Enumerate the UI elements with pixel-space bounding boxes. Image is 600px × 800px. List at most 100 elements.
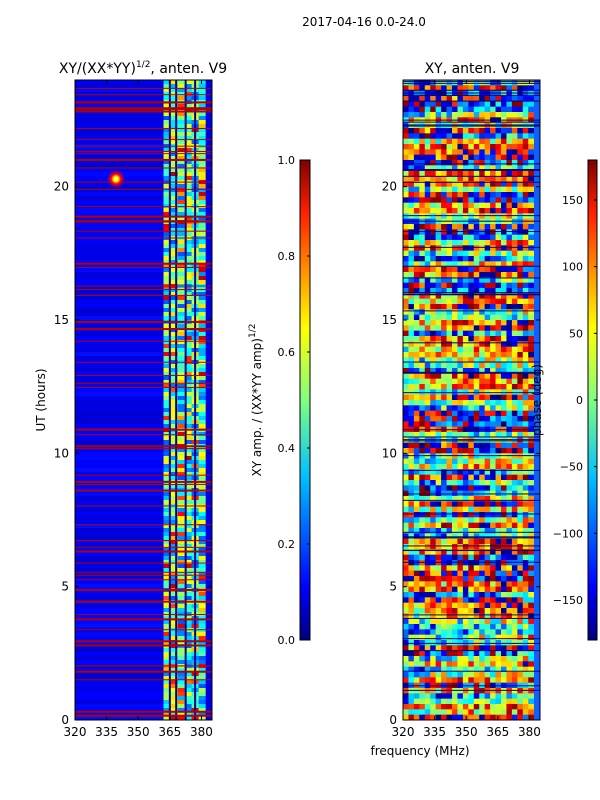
- left-cell: [198, 592, 206, 597]
- left-cell: [198, 244, 206, 249]
- right-cell: [403, 197, 409, 203]
- right-cell: [441, 256, 447, 262]
- right-cell: [441, 549, 447, 555]
- left-cell: [177, 436, 185, 441]
- left-cell: [198, 556, 206, 561]
- right-cell: [446, 485, 453, 491]
- right-cell: [511, 213, 518, 219]
- left-cell: [170, 156, 178, 161]
- left-cell: [163, 124, 171, 129]
- right-cell: [403, 640, 409, 646]
- left-cell: [170, 384, 178, 389]
- left-cell: [205, 272, 212, 277]
- right-cell: [419, 533, 426, 539]
- right-cell: [462, 122, 469, 129]
- left-cell: [163, 340, 171, 345]
- right-cell: [506, 293, 513, 299]
- left-cell: [205, 152, 212, 157]
- right-cell: [403, 410, 409, 417]
- right-cell: [511, 277, 518, 283]
- right-cell: [528, 229, 534, 235]
- right-cell: [446, 666, 453, 673]
- right-cell: [462, 549, 469, 555]
- right-cell: [468, 96, 475, 102]
- left-cell: [163, 636, 171, 641]
- right-cell: [462, 453, 469, 459]
- right-flag-line: [403, 124, 540, 126]
- left-cell: [163, 336, 171, 341]
- left-cell: [163, 460, 171, 465]
- right-cell: [511, 400, 518, 406]
- right-cell: [501, 624, 507, 630]
- right-cell: [424, 112, 431, 118]
- left-cell: [163, 240, 171, 245]
- right-cell: [473, 122, 480, 129]
- right-cell: [522, 80, 529, 86]
- left-cell: [177, 636, 185, 641]
- right-cell: [473, 85, 480, 91]
- right-cell: [495, 138, 502, 145]
- right-cell: [495, 672, 502, 678]
- left-cell: [170, 216, 178, 221]
- left-cell: [163, 512, 171, 517]
- right-cell: [501, 442, 507, 449]
- right-cell: [522, 176, 529, 182]
- right-cell: [435, 709, 442, 715]
- right-cell: [413, 154, 420, 161]
- right-cell: [430, 309, 436, 315]
- right-cell: [468, 288, 475, 294]
- left-cell: [205, 288, 212, 293]
- right-cell: [462, 165, 469, 171]
- right-flag-line: [403, 499, 540, 501]
- right-cell: [473, 362, 480, 369]
- right-cell: [473, 624, 480, 630]
- left-flag-line: [75, 562, 212, 564]
- right-cell: [424, 378, 431, 385]
- right-cell: [403, 416, 409, 422]
- right-cell: [403, 597, 409, 603]
- right-cell: [457, 165, 464, 171]
- left-cell: [170, 508, 178, 513]
- right-cell: [430, 474, 436, 481]
- right-cell: [506, 661, 513, 667]
- left-cell: [205, 704, 212, 709]
- right-cell: [506, 512, 513, 518]
- right-flag-line: [403, 455, 540, 457]
- right-cell: [517, 597, 524, 603]
- left-cell: [198, 212, 206, 217]
- right-cell: [522, 133, 529, 139]
- right-cell: [403, 666, 409, 673]
- right-cell: [528, 709, 534, 715]
- right-cell: [528, 192, 534, 198]
- right-cell: [479, 368, 485, 374]
- left-cell: [205, 692, 212, 697]
- right-flag-line: [403, 231, 540, 233]
- right-cell: [528, 613, 534, 619]
- right-cell: [424, 197, 431, 203]
- right-cell: [522, 544, 529, 550]
- left-cell: [177, 564, 185, 569]
- right-cell: [490, 288, 496, 294]
- right-cell: [408, 165, 415, 171]
- left-cell: [75, 304, 164, 309]
- right-cell: [446, 368, 453, 374]
- right-flag-line: [403, 531, 540, 533]
- right-cell: [446, 586, 453, 593]
- right-cell: [430, 250, 436, 257]
- left-cell: [198, 156, 206, 161]
- right-cell: [441, 544, 447, 550]
- right-cell: [430, 186, 436, 193]
- right-cell: [522, 613, 529, 619]
- right-cell: [419, 560, 426, 566]
- right-cell: [452, 149, 458, 155]
- left-cell: [163, 716, 171, 721]
- right-cell: [435, 560, 442, 566]
- right-cell: [413, 709, 420, 715]
- right-cell: [490, 176, 496, 182]
- right-cell: [511, 149, 518, 155]
- right-cell: [506, 474, 513, 481]
- left-cell: [170, 580, 178, 585]
- left-cell: [75, 708, 164, 713]
- right-cell: [468, 170, 475, 177]
- right-flag-line: [403, 277, 540, 279]
